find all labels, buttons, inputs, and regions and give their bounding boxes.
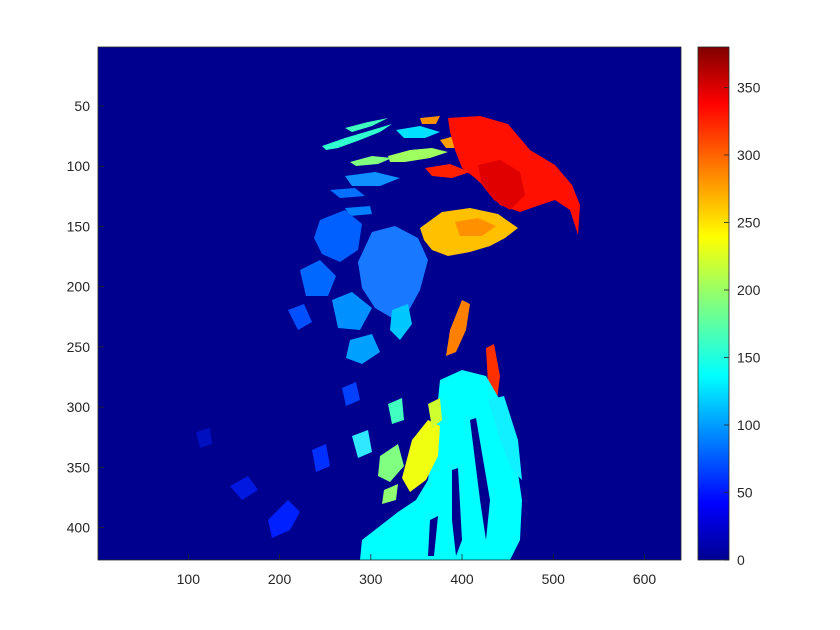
segment-chest-shadow-2 <box>452 468 462 556</box>
x-axis-ticks: 100 200 300 400 500 600 <box>177 554 657 587</box>
colorbar-tick-label: 0 <box>737 552 745 568</box>
segment-wing-cyan <box>388 398 404 424</box>
segment-crown-blue-3 <box>345 206 372 216</box>
segment-cheek-blue-2 <box>314 210 362 262</box>
segment-neck-red <box>486 344 500 408</box>
colorbar-tick-label: 250 <box>737 215 761 231</box>
segment-crown-cyan <box>322 124 392 150</box>
colorbar: 0 50 100 150 200 250 300 350 <box>697 46 761 568</box>
y-axis-ticks: 50 100 150 200 250 300 350 400 <box>67 98 104 535</box>
y-tick-label: 50 <box>74 98 90 114</box>
segment-wing-green-2 <box>382 484 398 504</box>
y-tick-label: 250 <box>67 339 91 355</box>
segment-cheek-blue-5 <box>346 334 380 364</box>
segment-neck-cyan <box>390 304 412 340</box>
segment-crown-orange-2 <box>420 116 440 124</box>
image-axes-frame <box>97 46 682 561</box>
segment-wing-darkblue-5 <box>342 382 360 406</box>
segment-cheek-blue-4 <box>332 292 372 330</box>
segment-wing-darkblue-4 <box>196 428 212 448</box>
segment-neck-orange <box>446 300 470 356</box>
segment-wing-darkblue <box>268 500 300 538</box>
segment-crown-teal <box>396 126 440 138</box>
segment-wing-darkblue-2 <box>230 476 258 500</box>
segment-cheek-blue <box>358 226 428 318</box>
y-tick-label: 350 <box>67 459 91 475</box>
segment-wing-cyan-2 <box>352 430 372 458</box>
x-tick-label: 200 <box>268 571 292 587</box>
segment-crown-blue-2 <box>330 188 365 198</box>
segment-cheek-blue-6 <box>288 304 312 330</box>
x-tick-label: 400 <box>450 571 474 587</box>
colorbar-tick-label: 50 <box>737 485 753 501</box>
segment-eye-inner <box>455 218 496 236</box>
x-tick-label: 600 <box>633 571 657 587</box>
colorbar-gradient <box>697 46 730 561</box>
y-tick-label: 200 <box>67 279 91 295</box>
y-tick-label: 150 <box>67 218 91 234</box>
segment-wing-darkblue-3 <box>312 444 330 472</box>
colorbar-ticks: 0 50 100 150 200 250 300 350 <box>724 80 761 568</box>
eagle-segmentation <box>196 116 580 560</box>
segment-chest-shadow-3 <box>428 516 438 556</box>
segment-chest-shadow <box>470 418 490 540</box>
segment-crown-cyan-2 <box>345 118 388 132</box>
x-tick-label: 100 <box>177 571 201 587</box>
colorbar-tick-label: 300 <box>737 147 761 163</box>
segment-crown-green-2 <box>350 156 392 166</box>
y-tick-label: 100 <box>67 158 91 174</box>
segment-cheek-blue-3 <box>300 260 336 296</box>
segment-chest-cyan <box>360 370 522 560</box>
segment-wing-green <box>378 444 404 482</box>
segment-crown-green <box>388 148 448 162</box>
segment-beak-darkred <box>478 160 525 210</box>
colorbar-tick-label: 150 <box>737 350 761 366</box>
segment-head-red-streak <box>425 164 470 178</box>
x-tick-label: 300 <box>359 571 383 587</box>
segment-wing-yellow-2 <box>428 398 442 428</box>
colorbar-tick-label: 200 <box>737 282 761 298</box>
colorbar-tick-label: 350 <box>737 80 761 96</box>
image-axes: 100 200 300 400 500 600 50 100 150 200 250 300 350 4… <box>67 46 682 587</box>
segment-wing-yellow <box>402 420 440 492</box>
segment-chest-cyan-2 <box>488 396 522 480</box>
y-tick-label: 400 <box>67 519 91 535</box>
y-tick-label: 300 <box>67 399 91 415</box>
segment-crown-blue <box>345 172 400 186</box>
x-tick-label: 500 <box>542 571 566 587</box>
colorbar-tick-label: 100 <box>737 417 761 433</box>
